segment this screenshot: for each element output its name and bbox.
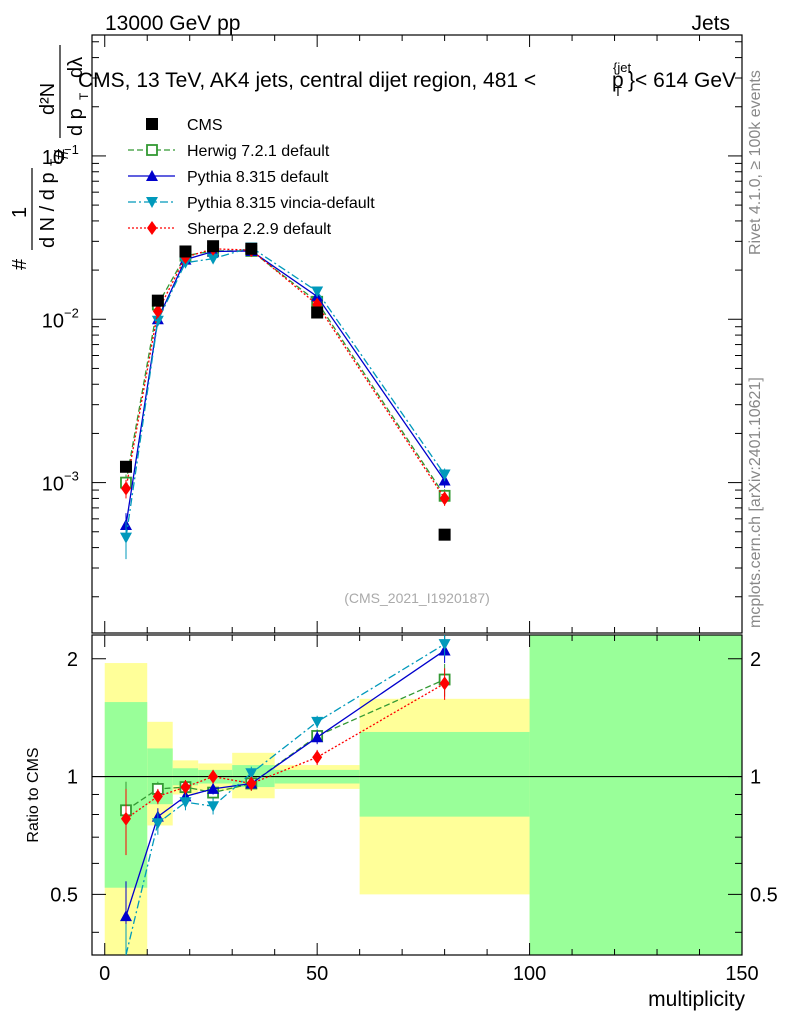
main-series: [119, 240, 451, 560]
point-cms-3: [207, 240, 220, 253]
y-ratio-label-right-0: 2: [750, 649, 761, 671]
point-main-3-0: [120, 481, 131, 496]
legend-label-1: Herwig 7.2.1 default: [187, 143, 330, 160]
point-ratio-3-2: [180, 780, 191, 795]
y-axis-label-main: # 1 d N / d p T # d²N d p T dλ: [9, 45, 91, 270]
point-ratio-2-6: [438, 639, 451, 651]
ratio-bands: [104, 635, 742, 955]
band-green-7: [529, 635, 742, 955]
y-tick-label-base-1: 10: [42, 310, 64, 332]
point-main-2-5: [311, 286, 324, 298]
x-tick-label-100: 100: [513, 963, 546, 985]
point-cms-6: [438, 528, 451, 541]
point-cms-0: [119, 460, 132, 473]
ylabel-d2n: d²N: [37, 83, 59, 115]
y-tick-label-base-0: 10: [42, 147, 64, 169]
y-ratio-label-left-0: 2: [67, 649, 78, 671]
point-ratio-3-4: [246, 776, 257, 791]
title-pt-sub: T: [614, 84, 622, 99]
legend-marker-1: [146, 144, 158, 156]
y-tick-label-base-2: 10: [42, 474, 64, 496]
legend-marker-0: [146, 118, 158, 130]
point-cms-5: [311, 306, 324, 319]
ratio-panel-frame: [91, 634, 743, 956]
line-main-1: [125, 250, 446, 526]
point-cms-2: [179, 245, 192, 258]
point-ratio-3-3: [208, 769, 219, 784]
ylabel-hash1: #: [9, 258, 31, 270]
y-axis-label-ratio: Ratio to CMS: [25, 747, 42, 842]
legend-marker-3: [146, 197, 158, 208]
analysis-watermark: (CMS_2021_I1920187): [344, 590, 490, 606]
point-ratio-1-3: [207, 782, 220, 794]
ylabel-t-sub2: T: [77, 92, 91, 100]
ylabel-one: 1: [9, 207, 31, 218]
point-ratio-2-1: [151, 818, 164, 830]
x-tick-label-0: 0: [99, 963, 110, 985]
point-ratio-3-0: [120, 811, 131, 826]
legend-label-2: Pythia 8.315 default: [187, 169, 329, 186]
point-ratio-3-6: [439, 676, 450, 691]
point-ratio-2-4: [245, 768, 258, 780]
x-axis-label: multiplicity: [648, 988, 745, 1011]
ratio-series: [119, 635, 451, 956]
point-main-2-6: [438, 469, 451, 481]
legend-marker-4: [147, 221, 157, 235]
point-cms-1: [151, 294, 164, 307]
y-tick-label-exp-1: −2: [64, 305, 79, 320]
header-jets: Jets: [691, 12, 730, 35]
x-tick-label-150: 150: [725, 963, 758, 985]
y-ratio-label-right-2: 0.5: [750, 884, 778, 906]
legend: CMS Herwig 7.2.1 default Pythia 8.315 defa…: [128, 117, 375, 238]
legend-label-3: Pythia 8.315 vincia-default: [187, 195, 375, 212]
point-ratio-2-5: [311, 716, 324, 728]
legend-label-0: CMS: [187, 117, 223, 134]
line-main-0: [125, 250, 446, 497]
point-ratio-1-5: [311, 731, 324, 743]
point-main-2-0: [119, 532, 132, 544]
ylabel-t-sub: T: [48, 158, 62, 166]
x-tick-label-50: 50: [306, 963, 328, 985]
point-main-2-1: [151, 315, 164, 327]
line-main-2: [125, 246, 446, 538]
point-ratio-3-5: [312, 750, 323, 765]
point-ratio-2-2: [179, 797, 192, 809]
point-ratio-2-3: [207, 801, 220, 813]
title-pt: p: [612, 69, 624, 92]
chart-title: CMS, 13 TeV, AK4 jets, central dijet reg…: [78, 60, 736, 99]
title-jet-sup: {jet: [613, 60, 631, 75]
legend-label-4: Sherpa 2.2.9 default: [187, 221, 332, 238]
point-ratio-1-0: [119, 910, 132, 922]
ylabel-hash2: #: [51, 148, 73, 160]
ylabel-dlambda: dλ: [65, 57, 87, 78]
point-ratio-3-1: [152, 789, 163, 804]
point-main-2-3: [207, 253, 220, 265]
header-energy: 13000 GeV pp: [105, 12, 240, 35]
ylabel-dpt: d p: [65, 108, 87, 136]
mcplots-url: mcplots.cern.ch [arXiv:2401.10621]: [747, 377, 764, 628]
point-cms-4: [245, 242, 258, 255]
y-tick-label-exp-0: −1: [64, 142, 79, 157]
main-panel-frame: [91, 34, 743, 634]
title-end: }< 614 GeV: [628, 69, 736, 92]
y-ratio-label-right-1: 1: [750, 767, 761, 789]
band-green-6: [359, 731, 530, 817]
y-tick-label-exp-2: −3: [64, 469, 79, 484]
legend-marker-2: [146, 170, 158, 181]
ylabel-dn: d N / d p: [37, 172, 59, 248]
rivet-version: Rivet 4.1.0, ≥ 100k events: [747, 70, 764, 255]
point-main-3-6: [439, 491, 450, 506]
point-main-3-1: [152, 304, 163, 319]
y-ratio-label-left-2: 0.5: [50, 884, 78, 906]
y-ratio-label-left-1: 1: [67, 767, 78, 789]
title-main: CMS, 13 TeV, AK4 jets, central dijet reg…: [78, 69, 536, 92]
